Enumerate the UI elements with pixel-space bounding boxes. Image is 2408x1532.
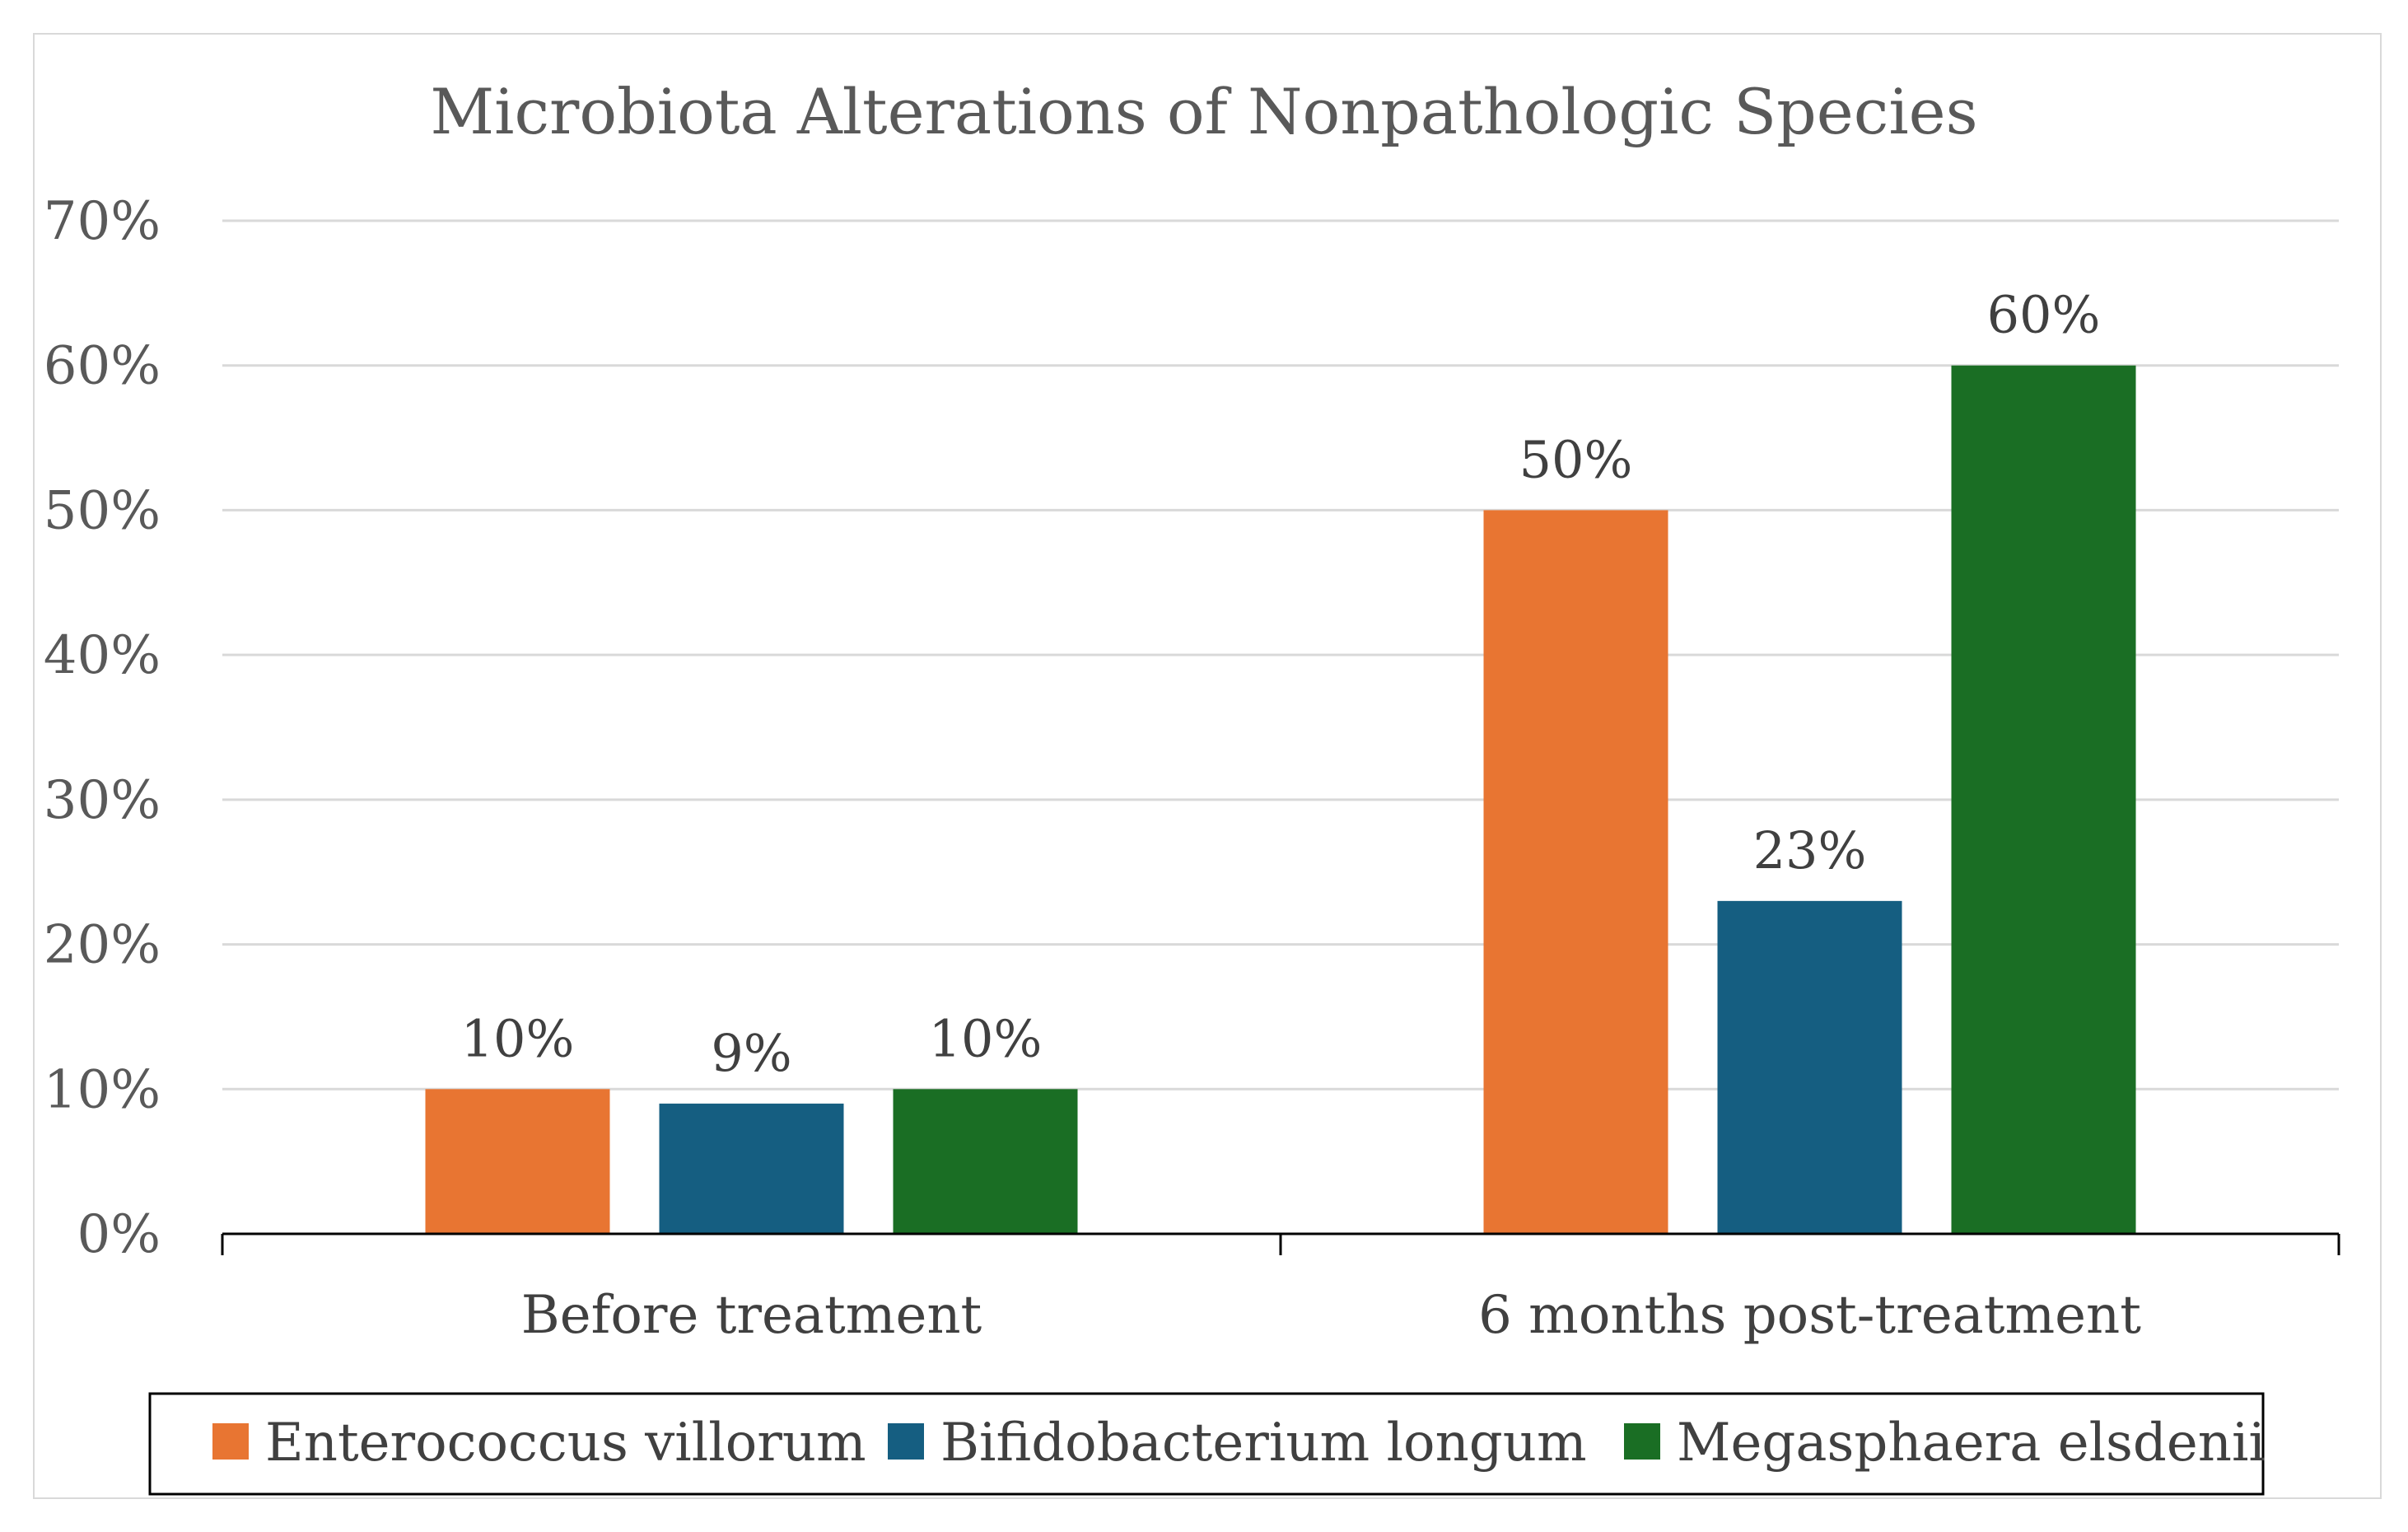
bar	[1951, 365, 2136, 1234]
legend-label: Enterococcus villorum	[265, 1413, 866, 1474]
legend-box	[148, 1392, 2265, 1496]
legend-item: Enterococcus villorum	[212, 1413, 866, 1474]
bar	[425, 1089, 610, 1234]
legend-swatch	[888, 1423, 924, 1460]
y-tick-label: 60%	[44, 336, 161, 397]
data-label: 50%	[1519, 429, 1633, 489]
y-tick-label: 20%	[44, 915, 161, 976]
y-tick-label: 70%	[44, 191, 161, 252]
bars	[425, 365, 2136, 1234]
legend-item: Megasphaera elsdenii	[1624, 1413, 2266, 1474]
y-tick-label: 10%	[44, 1059, 161, 1120]
legend-label: Bifidobacterium longum	[940, 1413, 1587, 1474]
legend-swatch	[212, 1423, 249, 1460]
y-tick-label: 40%	[44, 625, 161, 686]
x-category-label: Before treatment	[521, 1285, 982, 1346]
bar	[659, 1103, 844, 1234]
y-axis-tick-labels: 0% 10% 20% 30% 40% 50% 60% 70%	[44, 191, 161, 1265]
data-label: 10%	[461, 1008, 575, 1068]
x-category-label: 6 months post-treatment	[1478, 1285, 2141, 1346]
data-labels: 10% 9% 10% 50% 23% 60%	[461, 285, 2101, 1083]
data-label: 60%	[1987, 285, 2101, 345]
data-label: 9%	[711, 1023, 791, 1083]
data-label: 10%	[929, 1008, 1043, 1068]
x-axis-category-labels: Before treatment 6 months post-treatment	[521, 1285, 2141, 1346]
legend-swatch	[1624, 1423, 1660, 1460]
y-tick-label: 0%	[77, 1204, 161, 1265]
y-tick-label: 50%	[44, 480, 161, 541]
data-label: 23%	[1753, 820, 1867, 880]
y-tick-label: 30%	[44, 770, 161, 831]
chart-title: Microbiota Alterations of Nonpathologic …	[430, 75, 1977, 148]
bar	[1483, 510, 1668, 1234]
legend: Enterococcus villorum Bifidobacterium lon…	[148, 1392, 2266, 1496]
legend-label: Megasphaera elsdenii	[1677, 1413, 2266, 1474]
legend-item: Bifidobacterium longum	[888, 1413, 1587, 1474]
bar	[1717, 900, 1902, 1234]
x-axis	[221, 1232, 2340, 1255]
bar	[893, 1089, 1078, 1234]
